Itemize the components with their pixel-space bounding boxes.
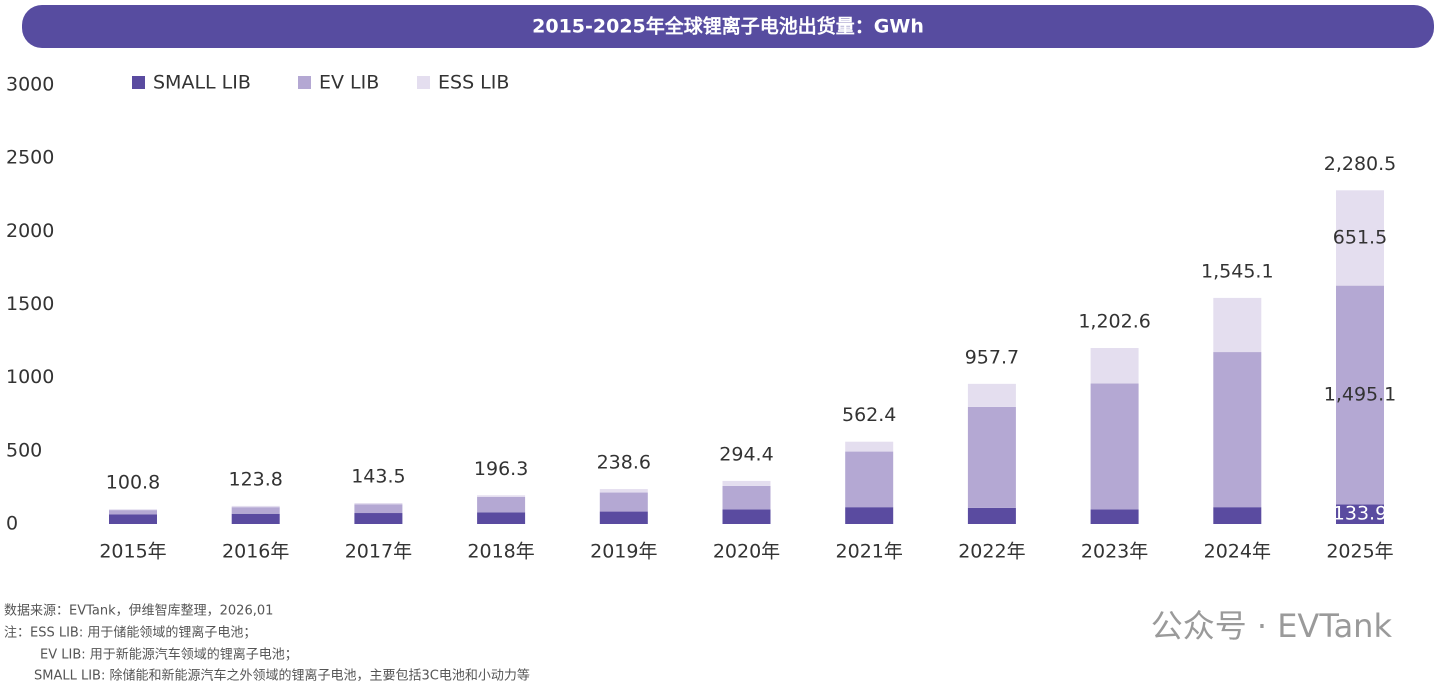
bar-segment	[599, 489, 648, 493]
x-tick-label: 2025年	[1326, 541, 1393, 563]
title-bar	[22, 5, 1434, 48]
bar-segment	[231, 505, 280, 508]
bar-segment	[722, 485, 771, 510]
bar-segment	[1090, 383, 1139, 510]
footnote: 注：ESS LIB: 用于储能领域的锂离子电池；	[4, 625, 256, 641]
total-label: 957.7	[965, 346, 1019, 368]
x-tick-label: 2019年	[590, 541, 657, 563]
bar-segment	[109, 509, 157, 511]
watermark: 公众号 · EVTank	[1151, 607, 1393, 645]
bar-segment	[354, 503, 403, 505]
legend-label: SMALL LIB	[153, 72, 251, 94]
y-tick-label: 1000	[6, 366, 54, 388]
bar-segment	[1213, 507, 1262, 524]
bar-segment	[967, 383, 1016, 407]
bar-segment	[1213, 352, 1262, 508]
x-tick-label: 2023年	[1081, 541, 1148, 563]
x-tick-label: 2022年	[958, 541, 1025, 563]
legend-label: ESS LIB	[438, 72, 509, 94]
bar-segment	[845, 451, 894, 508]
bar-segment	[109, 514, 157, 524]
total-label: 2,280.5	[1324, 153, 1397, 175]
total-label: 143.5	[351, 466, 405, 488]
bar-segment	[599, 492, 648, 512]
x-tick-label: 2024年	[1204, 541, 1271, 563]
total-label: 294.4	[719, 443, 773, 465]
x-tick-label: 2020年	[713, 541, 780, 563]
y-tick-label: 500	[6, 439, 42, 461]
x-tick-label: 2018年	[467, 541, 534, 563]
legend-swatch	[298, 76, 311, 89]
y-tick-label: 1500	[6, 293, 54, 315]
x-tick-label: 2016年	[222, 541, 289, 563]
bar-segment	[1090, 348, 1139, 384]
total-label: 100.8	[106, 472, 160, 494]
x-tick-label: 2015年	[99, 541, 166, 563]
data-label: 1,495.1	[1324, 384, 1397, 406]
total-label: 1,545.1	[1201, 260, 1274, 282]
bar-segment	[354, 513, 403, 524]
bar-segment	[231, 513, 280, 524]
bar-segment	[1090, 509, 1139, 524]
x-tick-label: 2017年	[345, 541, 412, 563]
legend-label: EV LIB	[319, 72, 379, 94]
bar-segment	[1336, 285, 1384, 505]
bar-segment	[477, 512, 526, 524]
data-label: 651.5	[1333, 226, 1387, 248]
y-tick-label: 2000	[6, 220, 54, 242]
source-note: 数据来源：EVTank，伊维智库整理，2026,01	[4, 603, 273, 619]
bar-segment	[967, 507, 1016, 524]
total-label: 562.4	[842, 404, 896, 426]
bar-segment	[477, 495, 526, 497]
bar-segment	[967, 406, 1016, 508]
bar-segment	[845, 507, 894, 524]
bar-segment	[1336, 190, 1384, 286]
bar-segment	[1213, 297, 1262, 353]
y-tick-label: 3000	[6, 74, 54, 96]
footnote: SMALL LIB: 除储能和新能源汽车之外领域的锂离子电池，主要包括3C电池和…	[34, 668, 530, 684]
y-tick-label: 0	[6, 513, 18, 535]
total-label: 238.6	[597, 452, 651, 474]
footnote: EV LIB: 用于新能源汽车领域的锂离子电池；	[40, 647, 298, 663]
bar-segment	[722, 509, 771, 524]
data-label: 133.9	[1333, 503, 1387, 525]
bar-segment	[599, 511, 648, 524]
total-label: 123.8	[228, 468, 282, 490]
total-label: 196.3	[474, 458, 528, 480]
bar-segment	[845, 441, 894, 452]
bar-segment	[722, 480, 771, 486]
chart-title: 2015-2025年全球锂离子电池出货量：GWh	[532, 15, 924, 38]
bar-segment	[477, 496, 526, 513]
legend-swatch	[132, 76, 145, 89]
bar-segment	[109, 510, 157, 515]
bar-segment	[1336, 504, 1384, 524]
y-tick-label: 2500	[6, 147, 54, 169]
total-label: 1,202.6	[1078, 311, 1151, 333]
legend-swatch	[417, 76, 430, 89]
bar-segment	[354, 504, 403, 514]
x-tick-label: 2021年	[836, 541, 903, 563]
bar-segment	[231, 507, 280, 514]
